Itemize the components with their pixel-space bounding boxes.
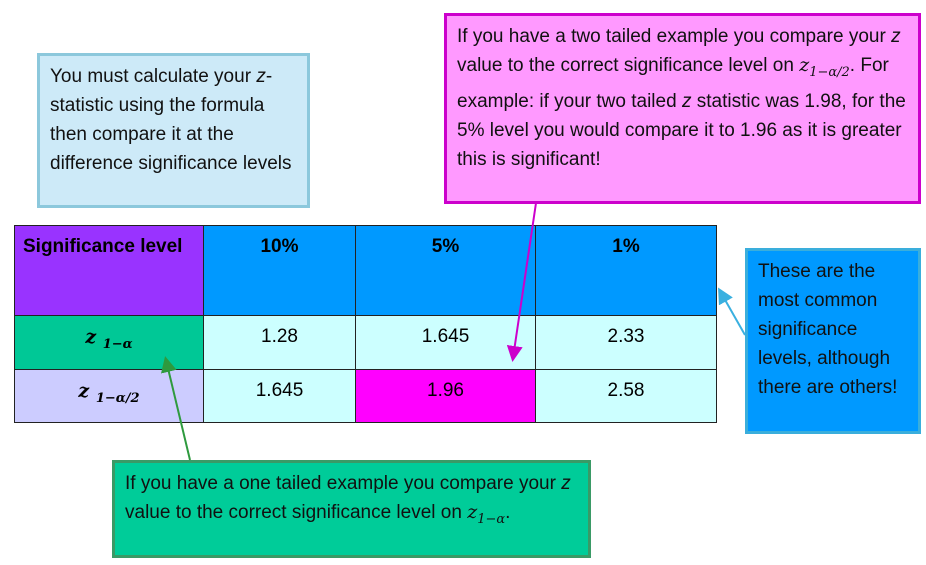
text: z bbox=[256, 66, 266, 87]
cell: 2.58 bbox=[535, 369, 717, 423]
symbol: z bbox=[85, 326, 97, 348]
symbol: z bbox=[78, 380, 90, 402]
cell: 1.645 bbox=[203, 369, 356, 423]
text: . bbox=[505, 502, 511, 523]
text: z bbox=[561, 473, 571, 494]
cell: 1.28 bbox=[203, 315, 356, 370]
text: If you have a one tailed example you com… bbox=[125, 473, 562, 494]
arrow bbox=[718, 287, 746, 336]
header-cell: 1% bbox=[535, 225, 717, 316]
formula-callout: You must calculate your z-statistic usin… bbox=[37, 53, 310, 208]
text: z bbox=[681, 90, 692, 112]
common-callout: These are the most common significance l… bbox=[745, 248, 921, 434]
text: z bbox=[799, 54, 810, 76]
subscript: 1−α/2 bbox=[95, 390, 140, 406]
text: . For example: if your two tailed bbox=[457, 55, 889, 112]
text: 1−α bbox=[477, 511, 506, 527]
cell: 1.645 bbox=[355, 315, 536, 370]
two-tailed-callout: If you have a two tailed example you com… bbox=[444, 13, 921, 204]
subscript: 1−α bbox=[102, 336, 133, 352]
text: statistic was 1.98, for the 5% level you… bbox=[457, 90, 906, 170]
text: z bbox=[467, 501, 478, 523]
one-tailed-callout: If you have a one tailed example you com… bbox=[112, 460, 591, 558]
text: z bbox=[891, 26, 901, 47]
header-cell: Significance level bbox=[14, 225, 204, 316]
row-label: z 1−α bbox=[14, 315, 204, 370]
cell: 1.96 bbox=[355, 369, 536, 423]
text: You must calculate your bbox=[50, 66, 257, 87]
text: If you have a two tailed example you com… bbox=[457, 26, 892, 47]
text: value to the correct significance level … bbox=[457, 55, 800, 76]
text: -statistic using the formula then compar… bbox=[50, 66, 292, 174]
text: 1−α/2 bbox=[809, 64, 850, 80]
header-cell: 5% bbox=[355, 225, 536, 316]
cell: 2.33 bbox=[535, 315, 717, 370]
header-cell: 10% bbox=[203, 225, 356, 316]
row-label: z 1−α/2 bbox=[14, 369, 204, 423]
text: value to the correct significance level … bbox=[125, 502, 468, 523]
